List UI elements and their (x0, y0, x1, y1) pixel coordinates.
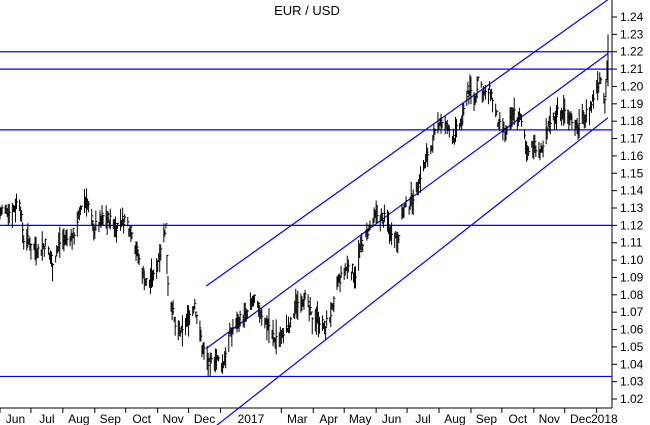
y-axis-ticks: 1.02 1.03 1.04 1.05 1.06 1.07 1.08 1.09 1.10 1.11… (612, 10, 644, 406)
y-tick-label: 1.24 (620, 10, 644, 24)
y-tick-label: 1.17 (620, 132, 644, 146)
x-tick-label: Mar (287, 412, 308, 425)
x-tick-label: Sep (476, 412, 498, 425)
y-tick-label: 1.07 (620, 305, 644, 319)
y-tick-label: 1.06 (620, 323, 644, 337)
x-tick-label: Dec (194, 412, 215, 425)
y-tick-label: 1.11 (620, 236, 643, 250)
y-tick-label: 1.21 (620, 62, 644, 76)
x-tick-label: Sep (100, 412, 122, 425)
y-tick-label: 1.16 (620, 149, 644, 163)
y-tick-label: 1.09 (620, 270, 644, 284)
price-bars (0, 34, 609, 377)
y-tick-label: 1.04 (620, 357, 644, 371)
y-tick-label: 1.15 (620, 166, 644, 180)
x-tick-label: Aug (444, 412, 465, 425)
y-tick-label: 1.05 (620, 340, 644, 354)
x-tick-label: Dec (570, 412, 591, 425)
channel-line (216, 117, 609, 425)
x-axis-ticks: Jun Jul Aug Sep Oct Nov Dec 2017 Mar Apr May Jun Jul… (0, 408, 618, 425)
x-tick-label: May (349, 412, 372, 425)
chart-title: EUR / USD (274, 3, 340, 18)
x-tick-label: 2018 (591, 412, 618, 425)
x-tick-label: Jun (6, 412, 25, 425)
y-tick-label: 1.14 (620, 184, 644, 198)
y-tick-label: 1.12 (620, 218, 644, 232)
y-tick-label: 1.10 (620, 253, 644, 267)
x-tick-label: Oct (508, 412, 527, 425)
x-tick-label: Jul (39, 412, 54, 425)
x-tick-label: Nov (162, 412, 183, 425)
x-tick-label: Oct (132, 412, 151, 425)
channel-line (205, 0, 609, 287)
x-tick-label: Jul (415, 412, 430, 425)
y-tick-label: 1.02 (620, 392, 644, 406)
y-tick-label: 1.18 (620, 114, 644, 128)
x-tick-label: Apr (319, 412, 338, 425)
y-tick-label: 1.20 (620, 79, 644, 93)
x-tick-label: 2017 (238, 412, 265, 425)
channel-line (205, 52, 609, 350)
x-tick-label: Aug (68, 412, 89, 425)
y-tick-label: 1.23 (620, 27, 644, 41)
trend-channel-lines (205, 0, 609, 425)
x-tick-label: Jun (382, 412, 401, 425)
y-tick-label: 1.22 (620, 45, 644, 59)
y-tick-label: 1.03 (620, 375, 644, 389)
y-tick-label: 1.19 (620, 97, 644, 111)
x-tick-label: Nov (539, 412, 560, 425)
y-tick-label: 1.08 (620, 288, 644, 302)
y-tick-label: 1.13 (620, 201, 644, 215)
